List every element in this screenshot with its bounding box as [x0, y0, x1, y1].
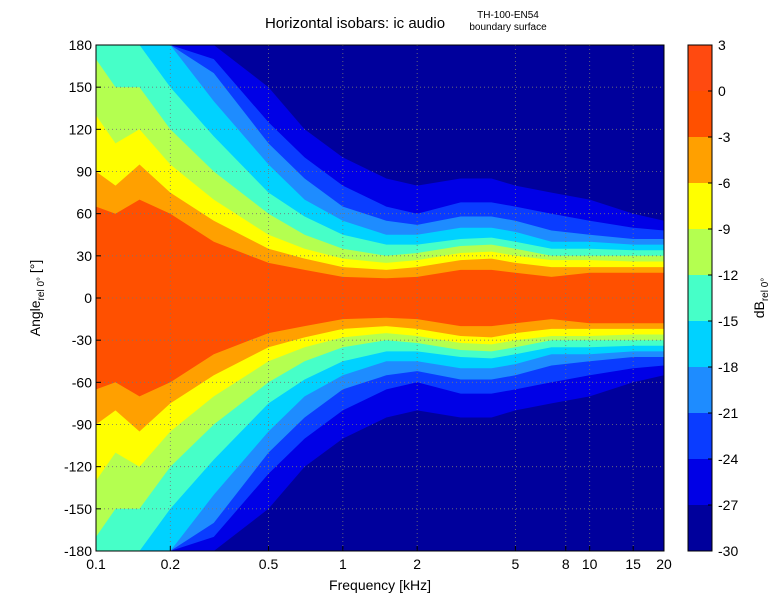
colorbar-tick-label: -24: [718, 451, 738, 467]
y-axis-label-unit: [°]: [27, 260, 43, 277]
y-tick-label: -120: [64, 459, 92, 475]
y-tick-label: 30: [76, 248, 92, 264]
colorbar-band: [688, 91, 712, 137]
colorbar-tick-label: -15: [718, 313, 738, 329]
y-tick-label: 180: [69, 37, 93, 53]
x-tick-label: 2: [413, 556, 421, 572]
colorbar-band: [688, 137, 712, 183]
y-axis-label-main: Angle: [27, 300, 43, 336]
x-tick-label: 0.5: [259, 556, 279, 572]
colorbar-tick-label: -9: [718, 221, 731, 237]
y-tick-label: 120: [69, 121, 93, 137]
colorbar-label-main: dB: [751, 301, 767, 318]
y-tick-label: -60: [72, 374, 92, 390]
colorbar-tick-label: -21: [718, 405, 738, 421]
colorbar-tick-label: -18: [718, 359, 738, 375]
y-axis-label-sub: rel 0°: [36, 277, 47, 300]
colorbar-tick-label: 3: [718, 37, 726, 53]
colorbar-band: [688, 505, 712, 551]
colorbar-frame: [687, 44, 713, 552]
colorbar-band: [688, 183, 712, 229]
colorbar-band: [688, 367, 712, 413]
colorbar-label-sub: rel 0°: [760, 278, 769, 301]
colorbar-band: [688, 275, 712, 321]
y-tick-label: 90: [76, 164, 92, 180]
x-tick-label: 0.1: [86, 556, 106, 572]
y-tick-label: -90: [72, 417, 92, 433]
x-tick-label: 8: [562, 556, 570, 572]
colorbar-tick-label: -30: [718, 543, 738, 559]
colorbar-tick-label: -3: [718, 129, 731, 145]
annotation: boundary surface: [469, 22, 547, 33]
x-tick-label: 15: [625, 556, 641, 572]
x-tick-label: 20: [656, 556, 672, 572]
y-tick-label: -150: [64, 501, 92, 517]
chart-title: Horizontal isobars: ic audio: [265, 15, 445, 32]
colorbar-band: [688, 45, 712, 91]
y-tick-label: -30: [72, 332, 92, 348]
colorbar-band: [688, 229, 712, 275]
x-axis-label: Frequency [kHz]: [329, 577, 431, 593]
colorbar-band: [688, 459, 712, 505]
colorbar-tick-label: 0: [718, 83, 726, 99]
colorbar-band: [688, 413, 712, 459]
colorbar-band: [688, 321, 712, 367]
x-tick-label: 5: [511, 556, 519, 572]
y-tick-label: 150: [69, 79, 93, 95]
y-axis-label: Anglerel 0° [°]: [27, 260, 47, 337]
y-tick-label: 60: [76, 206, 92, 222]
x-tick-label: 0.2: [161, 556, 181, 572]
annotation: TH-100-EN54: [477, 10, 539, 21]
colorbar-label: dBrel 0°: [751, 278, 769, 319]
plot-frame: [95, 44, 665, 552]
colorbar-tick-label: -27: [718, 497, 738, 513]
y-tick-label: -180: [64, 543, 92, 559]
colorbar-tick-label: -12: [718, 267, 738, 283]
x-tick-label: 10: [582, 556, 598, 572]
x-tick-label: 1: [339, 556, 347, 572]
colorbar-tick-label: -6: [718, 175, 731, 191]
y-tick-label: 0: [84, 290, 92, 306]
